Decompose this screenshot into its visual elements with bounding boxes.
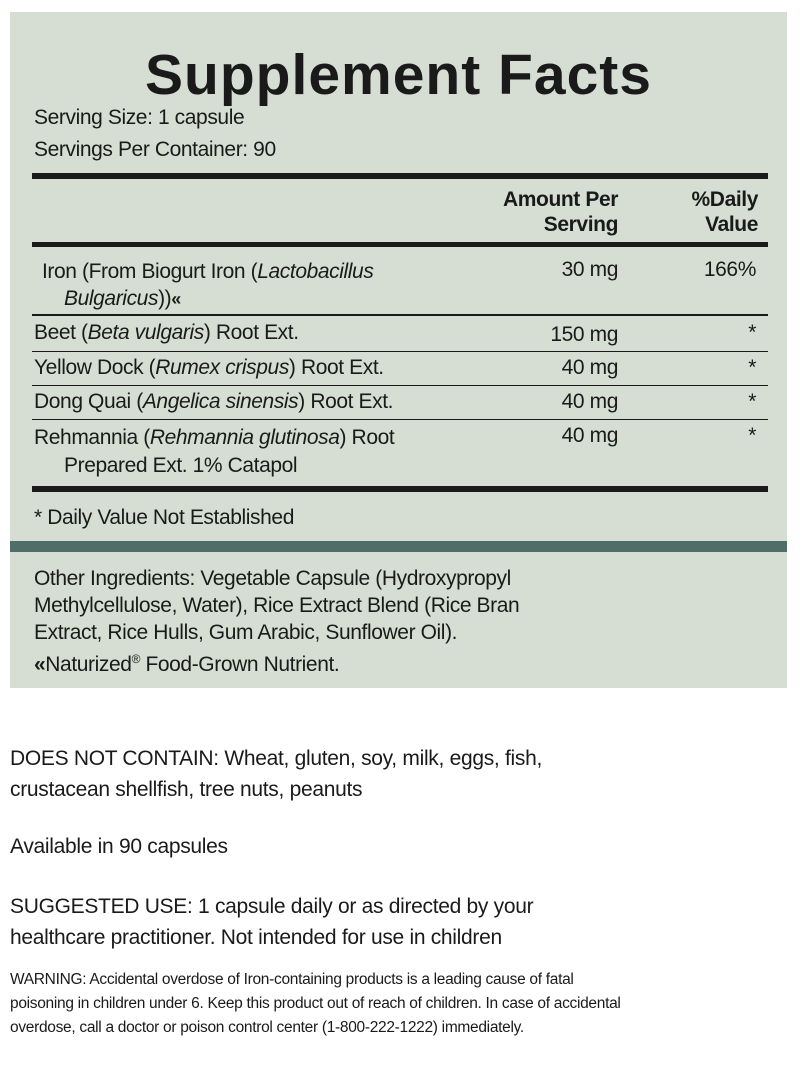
servings-per-container: Servings Per Container: 90 <box>34 138 276 161</box>
naturized-double-chevron-icon: « <box>34 653 46 676</box>
ingredient-latin: Bulgaricus <box>64 287 159 310</box>
ingredient-name: ) Root Ext. <box>203 321 299 344</box>
ingredient-row-yellow-dock: Yellow Dock (Rumex crispus) Root Ext. <box>34 356 384 380</box>
daily-value: * <box>748 356 756 379</box>
ingredient-name: Yellow Dock ( <box>34 356 156 379</box>
amount: 150 mg <box>550 323 618 346</box>
does-not-contain-line: DOES NOT CONTAIN: Wheat, gluten, soy, mi… <box>10 747 542 770</box>
ingredient-name: Rehmannia ( <box>34 426 150 449</box>
warning-line: WARNING: Accidental overdose of Iron-con… <box>10 971 574 988</box>
amount-header-line2: Serving <box>543 213 619 236</box>
daily-value: * <box>748 424 756 447</box>
divider <box>32 486 768 492</box>
ingredient-latin: Rumex crispus <box>155 356 289 379</box>
ingredient-name: Iron (From Biogurt Iron ( <box>42 260 258 283</box>
daily-value: 166% <box>703 258 757 281</box>
warning: WARNING: Accidental overdose of Iron-con… <box>10 968 621 1040</box>
supplement-facts-panel: Supplement Facts Serving Size: 1 capsule… <box>10 12 787 688</box>
ingredient-name: Beet ( <box>34 321 88 344</box>
amount-header-line1: Amount Per <box>502 188 618 211</box>
ingredient-latin: Beta vulgaris <box>87 321 205 344</box>
availability: Available in 90 capsules <box>10 835 228 858</box>
ingredient-latin: Rehmannia glutinosa <box>149 426 340 449</box>
divider <box>32 314 768 316</box>
suggested-use: SUGGESTED USE: 1 capsule daily or as dir… <box>10 891 534 953</box>
daily-value: * <box>748 390 756 413</box>
serving-size: Serving Size: 1 capsule <box>34 106 245 129</box>
other-ingredients-line: Extract, Rice Hulls, Gum Arabic, Sunflow… <box>34 621 458 644</box>
dv-header-line1: %Daily <box>691 188 759 211</box>
panel-title: Supplement Facts <box>145 43 652 107</box>
amount: 40 mg <box>561 356 619 379</box>
dv-header-line2: Value <box>705 213 758 236</box>
ingredient-latin: Lactobacillus <box>257 260 374 283</box>
other-ingredients: Other Ingredients: Vegetable Capsule (Hy… <box>34 565 520 678</box>
registered-mark: ® <box>131 652 141 666</box>
suggested-use-line: healthcare practitioner. Not intended fo… <box>10 926 502 949</box>
ingredient-name: ) Root <box>339 426 395 449</box>
ingredient-name: ) Root Ext. <box>298 390 394 413</box>
ingredient-name: Dong Quai ( <box>34 390 143 413</box>
ingredient-latin: Angelica sinensis <box>142 390 299 413</box>
divider <box>32 385 768 386</box>
other-ingredients-line: Methylcellulose, Water), Rice Extract Bl… <box>34 594 520 617</box>
footnote: * Daily Value Not Established <box>34 506 294 529</box>
naturized-text: Food-Grown Nutrient. <box>140 653 340 676</box>
ingredient-row-beet: Beet (Beta vulgaris) Root Ext. <box>34 321 299 345</box>
color-band <box>10 541 787 552</box>
suggested-use-line: SUGGESTED USE: 1 capsule daily or as dir… <box>10 895 534 918</box>
divider <box>32 173 768 179</box>
ingredient-name: Prepared Ext. 1% Catapol <box>64 454 298 477</box>
amount: 30 mg <box>561 258 619 281</box>
naturized-brand: Naturized <box>45 653 132 676</box>
ingredient-name: )) <box>158 287 172 310</box>
divider <box>32 419 768 420</box>
does-not-contain: DOES NOT CONTAIN: Wheat, gluten, soy, mi… <box>10 743 542 805</box>
dv-header: %Daily Value <box>691 187 759 237</box>
warning-line: overdose, call a doctor or poison contro… <box>10 1019 524 1036</box>
other-ingredients-line: Other Ingredients: Vegetable Capsule (Hy… <box>34 567 511 590</box>
daily-value: * <box>748 321 756 344</box>
warning-line: poisoning in children under 6. Keep this… <box>10 995 621 1012</box>
naturized-double-chevron-icon: « <box>171 289 181 309</box>
amount-header: Amount Per Serving <box>503 187 618 237</box>
divider <box>32 242 768 247</box>
ingredient-row-rehmannia: Rehmannia (Rehmannia glutinosa) Root Prep… <box>34 424 395 480</box>
amount: 40 mg <box>561 424 619 447</box>
does-not-contain-line: crustacean shellfish, tree nuts, peanuts <box>10 778 363 801</box>
divider <box>32 351 768 352</box>
ingredient-name: ) Root Ext. <box>288 356 384 379</box>
amount: 40 mg <box>561 390 619 413</box>
ingredient-row-dong-quai: Dong Quai (Angelica sinensis) Root Ext. <box>34 390 393 414</box>
ingredient-row-iron: Iron (From Biogurt Iron (Lactobacillus B… <box>42 258 374 313</box>
